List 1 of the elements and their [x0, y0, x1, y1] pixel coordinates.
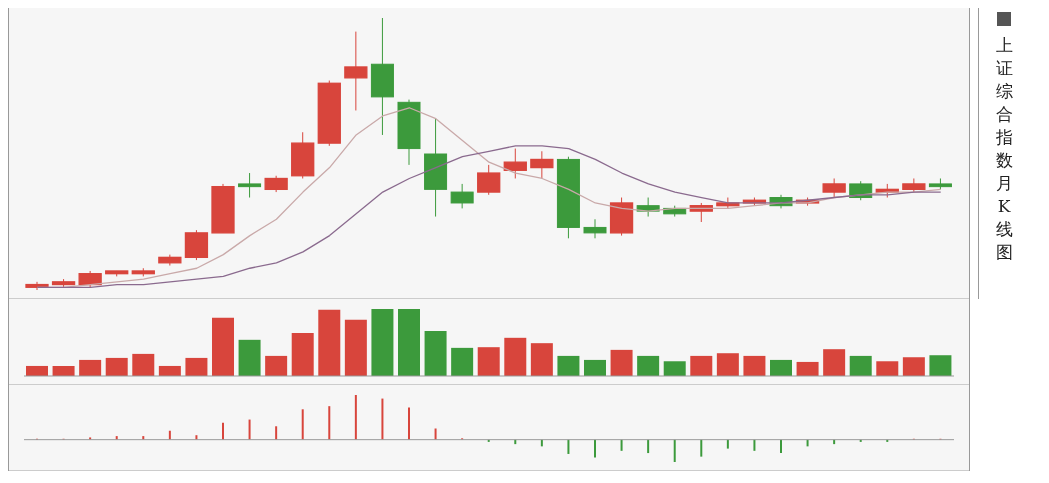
chart-title: 上证综合指数月K线图: [995, 35, 1013, 262]
